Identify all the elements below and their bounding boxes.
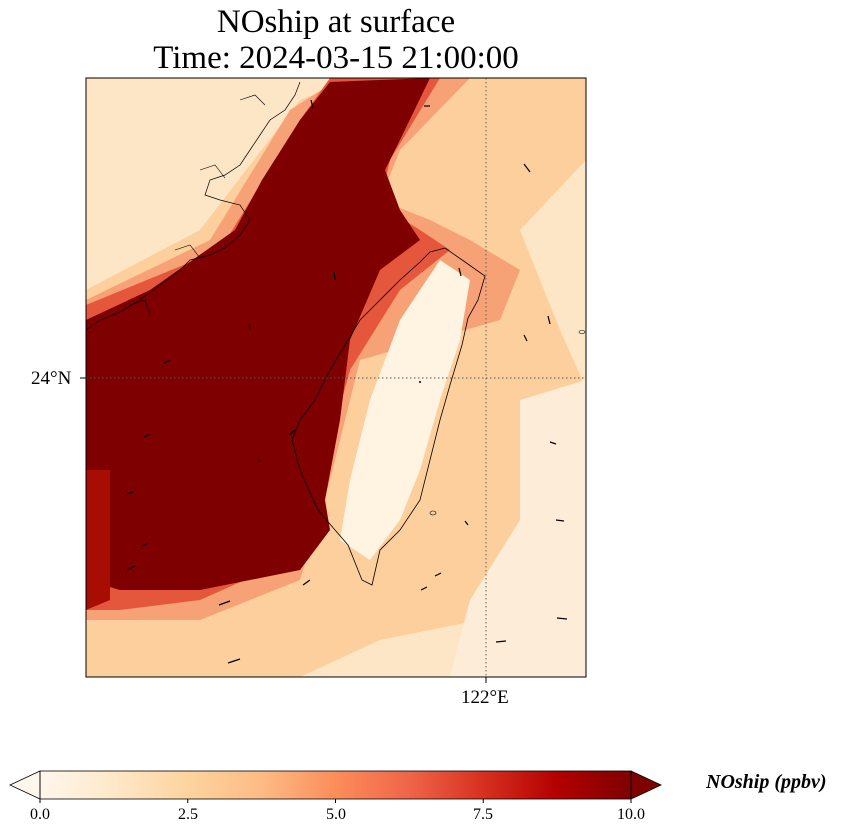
map-subtitle-time: Time: 2024-03-15 21:00:00 <box>153 40 519 76</box>
taiwan-coastline <box>291 247 486 586</box>
wind-arrow <box>257 459 261 463</box>
wind-arrow <box>218 600 231 606</box>
island-small <box>419 381 421 383</box>
colorbar-label: NOship (ppbv) <box>706 771 827 793</box>
wind-arrow <box>141 542 149 547</box>
wind-arrow <box>555 519 565 522</box>
wind-arrow <box>288 429 296 436</box>
colorbar-tick-label: 2.5 <box>178 806 198 823</box>
colorbar-tick-label: 7.5 <box>473 806 493 823</box>
lat-tick-label: 24°N <box>31 368 72 389</box>
colorbar-tick-label: 5.0 <box>326 806 346 823</box>
low-concentration-east <box>450 380 586 677</box>
wind-arrow <box>227 658 241 664</box>
low-concentration-area <box>340 260 470 560</box>
wind-arrow <box>547 315 551 325</box>
colorbar-extend-min <box>9 770 41 800</box>
plume-edge-left <box>86 470 110 610</box>
colorbar-extend-max <box>630 770 662 800</box>
island-small <box>578 330 586 334</box>
wind-arrow <box>458 267 462 277</box>
wind-arrow <box>523 334 528 342</box>
map-title: NOship at surface <box>216 4 456 40</box>
wind-arrow <box>523 163 531 173</box>
wind-arrow <box>310 99 314 109</box>
concentration-field <box>86 78 586 677</box>
colorbar <box>9 770 662 803</box>
mainland-inlets <box>129 94 266 316</box>
island-small <box>429 510 437 516</box>
wind-vectors <box>126 99 568 664</box>
wind-arrow <box>126 491 134 495</box>
colorbar-tick-label: 0.0 <box>30 806 50 823</box>
high-concentration-plume <box>86 78 430 590</box>
wind-arrow <box>464 520 469 526</box>
wind-arrow <box>248 323 251 331</box>
wind-arrow <box>556 617 568 620</box>
colorbar-gradient <box>40 771 631 799</box>
wind-arrow <box>495 640 507 643</box>
wind-arrow <box>549 441 557 445</box>
colorbar-tick-label: 10.0 <box>617 806 645 823</box>
lon-tick-label: 122°E <box>461 687 509 708</box>
mainland-coastline <box>85 81 301 331</box>
wind-arrow <box>163 359 171 364</box>
wind-arrow <box>333 271 336 281</box>
wind-arrow <box>420 586 428 591</box>
wind-arrow <box>434 572 442 577</box>
wind-arrow <box>302 579 311 586</box>
wind-arrow <box>126 565 136 571</box>
wind-arrow <box>143 433 151 438</box>
